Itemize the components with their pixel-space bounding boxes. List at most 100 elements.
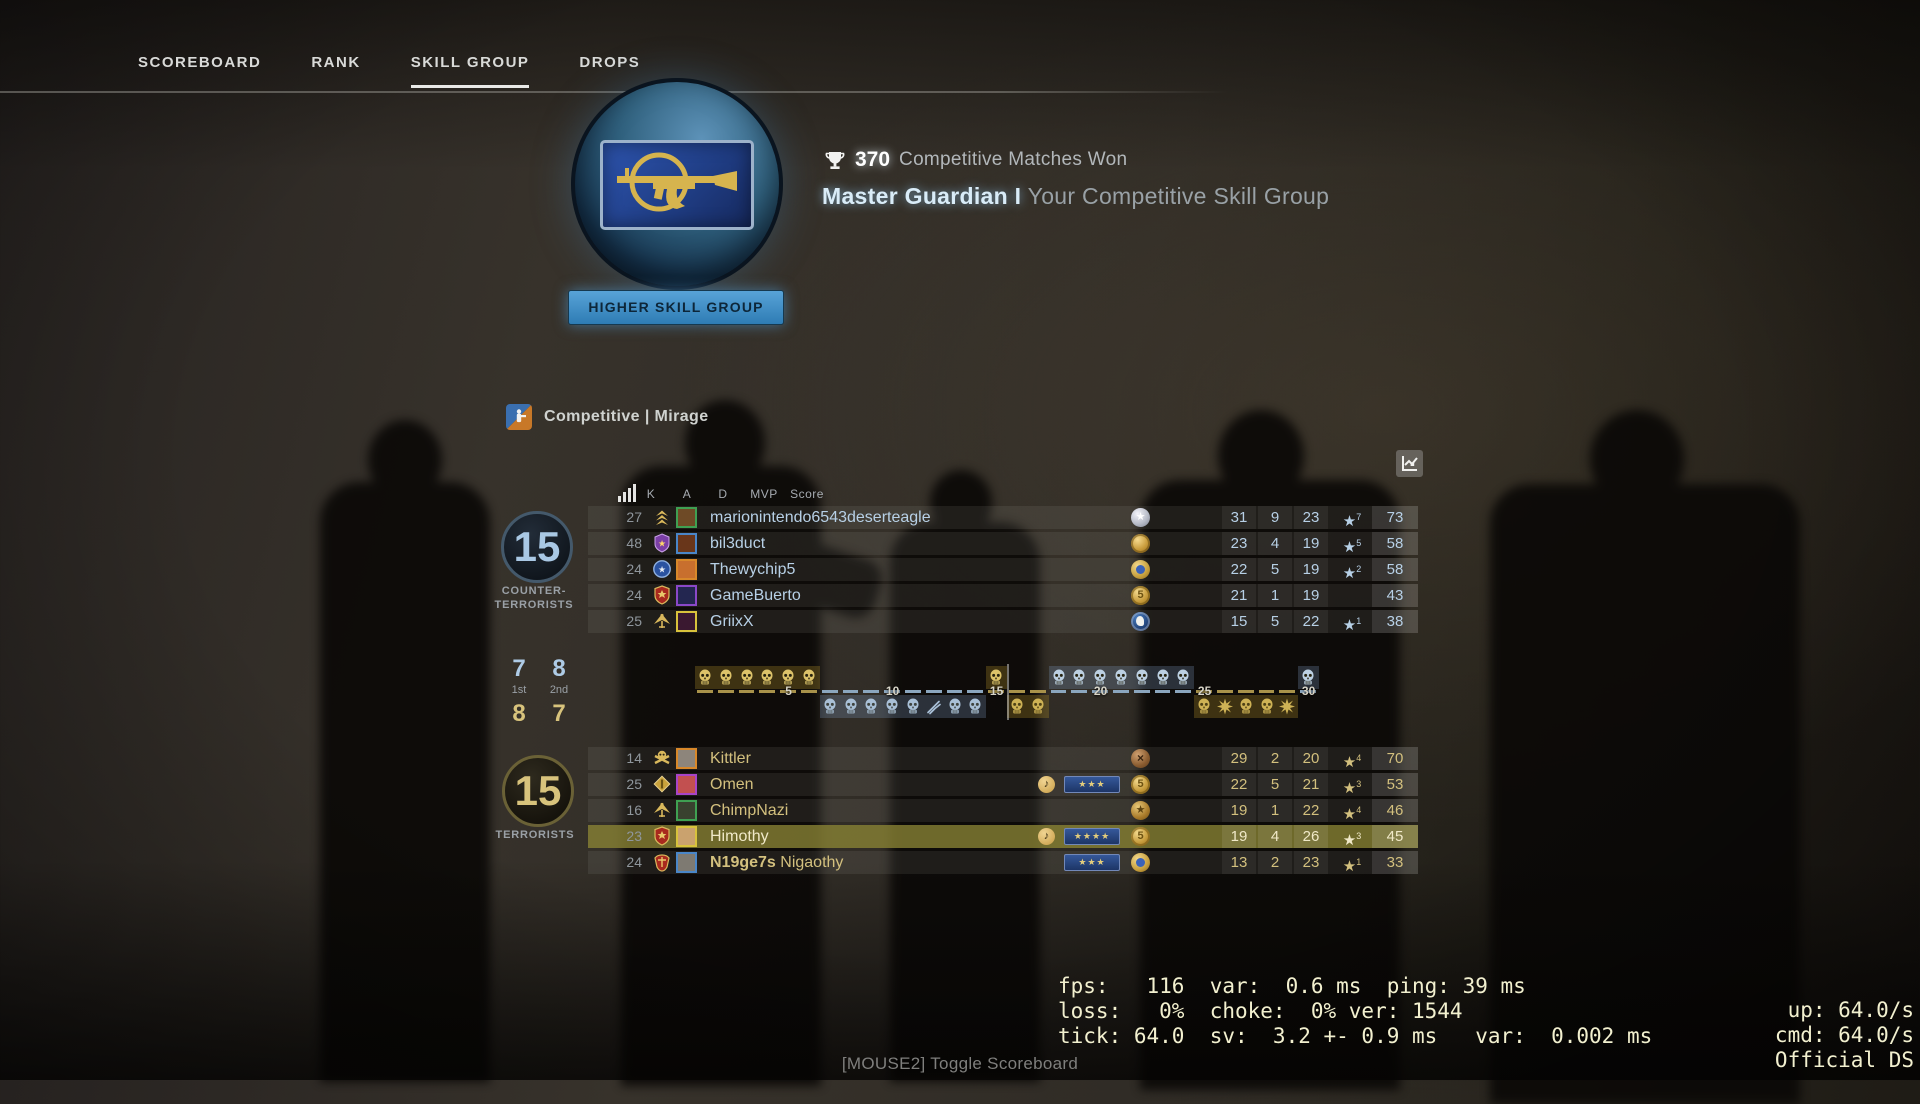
round-tick-label: 30 bbox=[1301, 684, 1316, 698]
kills-value: 31 bbox=[1222, 506, 1256, 529]
round-tick-label: 10 bbox=[885, 684, 900, 698]
mvp-stars: ★1 bbox=[1342, 616, 1362, 634]
ct-score: 15 bbox=[513, 523, 561, 570]
skill-emblem-icon bbox=[652, 826, 672, 846]
score-value: 45 bbox=[1372, 825, 1418, 848]
player-row-chimpnazi[interactable]: 16 ChimpNazi ★ 19 1 22 ★4 46 bbox=[588, 799, 1418, 823]
assists-value: 1 bbox=[1258, 799, 1292, 822]
avatar bbox=[676, 852, 697, 873]
round-14-result-icon bbox=[965, 666, 986, 718]
mvp-stars: ★4 bbox=[1342, 805, 1362, 823]
matches-won-label: Competitive Matches Won bbox=[899, 149, 1128, 170]
kills-value: 22 bbox=[1222, 558, 1256, 581]
tab-rank[interactable]: RANK bbox=[311, 54, 361, 71]
skill-emblem-icon bbox=[652, 748, 672, 768]
first-half-label: 1st bbox=[511, 684, 527, 696]
deaths-value: 26 bbox=[1294, 825, 1328, 848]
kills-value: 23 bbox=[1222, 532, 1256, 555]
avatar bbox=[676, 748, 697, 769]
skill-emblem-icon: ★ bbox=[652, 559, 672, 579]
assists-value: 5 bbox=[1258, 773, 1292, 796]
player-row-bil3duct[interactable]: 48 ★ bil3duct 23 4 19 ★5 58 bbox=[588, 532, 1418, 556]
round-tick-label: 15 bbox=[989, 684, 1004, 698]
medal-icon: 5 bbox=[1131, 827, 1150, 846]
round-3-result-icon bbox=[736, 666, 758, 718]
medal-icon bbox=[1131, 612, 1150, 631]
bottom-shade bbox=[0, 860, 1920, 1080]
column-header-score: Score bbox=[790, 487, 824, 501]
rank-emblem-icon: ★★★★ bbox=[1064, 828, 1120, 845]
svg-text:★: ★ bbox=[658, 565, 666, 575]
skill-emblem-icon bbox=[652, 800, 672, 820]
half-time-divider bbox=[1007, 664, 1009, 720]
higher-skill-group-button[interactable]: HIGHER SKILL GROUP bbox=[568, 290, 784, 325]
score-value: 33 bbox=[1372, 851, 1418, 874]
player-row-thewychip5[interactable]: 24 ★ Thewychip5 22 5 19 ★2 58 bbox=[588, 558, 1418, 582]
player-row-griixx[interactable]: 25 GriixX 15 5 22 ★1 38 bbox=[588, 610, 1418, 634]
match-mode-label: Competitive | Mirage bbox=[544, 408, 709, 425]
player-name: N19ge7s Nigaothy bbox=[710, 854, 844, 871]
player-row-marionintendo6543deserteagle[interactable]: 27 marionintendo6543deserteagle ★ 31 9 23 ★7 73 bbox=[588, 506, 1418, 530]
player-name: Omen bbox=[710, 776, 754, 793]
score-value: 43 bbox=[1372, 584, 1418, 607]
round-tick-label: 5 bbox=[785, 684, 792, 698]
skill-group-name: Master Guardian I bbox=[822, 183, 1022, 209]
round-16-result-icon bbox=[1006, 666, 1028, 718]
deaths-value: 19 bbox=[1294, 584, 1328, 607]
skill-emblem-icon bbox=[652, 774, 672, 794]
round-18-result-icon bbox=[1048, 666, 1070, 718]
score-value: 58 bbox=[1372, 558, 1418, 581]
column-header-mvp: MVP bbox=[750, 487, 778, 501]
medal-icon bbox=[1131, 560, 1150, 579]
round-15-result-icon bbox=[986, 666, 1007, 718]
top-nav: SCOREBOARD RANK SKILL GROUP DROPS bbox=[138, 54, 640, 88]
ping-value: 23 bbox=[626, 828, 642, 844]
round-30-result-icon bbox=[1298, 666, 1319, 718]
avatar bbox=[676, 585, 697, 606]
round-tick-label: 25 bbox=[1197, 684, 1212, 698]
ct-team-label: COUNTER- bbox=[501, 585, 567, 597]
ping-value: 25 bbox=[626, 776, 642, 792]
mvp-stars: ★4 bbox=[1342, 753, 1362, 771]
round-27-result-icon bbox=[1235, 666, 1257, 718]
deaths-value: 19 bbox=[1294, 532, 1328, 555]
round-2-result-icon bbox=[715, 666, 737, 718]
ping-value: 24 bbox=[626, 561, 642, 577]
round-tick-label: 20 bbox=[1093, 684, 1108, 698]
tab-skill-group[interactable]: SKILL GROUP bbox=[410, 54, 530, 88]
ping-value: 16 bbox=[626, 802, 642, 818]
round-21-result-icon bbox=[1110, 666, 1132, 718]
music-kit-icon: ♪ bbox=[1038, 776, 1055, 793]
kills-value: 13 bbox=[1222, 851, 1256, 874]
netgraph-line3-right: Official DS bbox=[1774, 1048, 1914, 1072]
net-graph: fps: 116 var: 0.6 ms ping: 39 ms up: 64.… bbox=[1050, 950, 1916, 1072]
avatar bbox=[676, 611, 697, 632]
deaths-value: 20 bbox=[1294, 747, 1328, 770]
assists-value: 2 bbox=[1258, 851, 1292, 874]
player-name: GriixX bbox=[710, 613, 754, 630]
column-header-assists: A bbox=[682, 487, 692, 501]
tab-scoreboard[interactable]: SCOREBOARD bbox=[138, 54, 262, 71]
tab-drops[interactable]: DROPS bbox=[579, 54, 641, 71]
round-29-result-icon bbox=[1277, 666, 1298, 718]
round-5-result-icon bbox=[778, 666, 799, 718]
t-score-badge: 15 bbox=[502, 755, 574, 827]
avatar bbox=[676, 826, 697, 847]
player-row-kittler[interactable]: 14 Kittler × 29 2 20 ★4 70 bbox=[588, 747, 1418, 771]
player-row-gamebuerto[interactable]: 24 GameBuerto 5 21 1 19 43 bbox=[588, 584, 1418, 607]
skill-emblem-icon bbox=[652, 585, 672, 605]
net-graph-toggle-icon[interactable] bbox=[1396, 450, 1423, 477]
mvp-stars: ★3 bbox=[1342, 779, 1362, 797]
mvp-stars: ★2 bbox=[1342, 564, 1362, 582]
toggle-scoreboard-hint: [MOUSE2] Toggle Scoreboard bbox=[841, 1054, 1079, 1073]
player-row-omen[interactable]: 25 Omen ♪ ★★★ 5 22 5 21 ★3 53 bbox=[588, 773, 1418, 797]
trophy-icon bbox=[824, 149, 846, 171]
player-row-n19ge7s-nigaothy[interactable]: 24 N19ge7s Nigaothy ★★★ 13 2 23 ★1 33 bbox=[588, 851, 1418, 875]
skill-group-suffix: Your Competitive Skill Group bbox=[1027, 183, 1330, 209]
t-second-half-score: 7 bbox=[552, 700, 566, 727]
round-20-result-icon bbox=[1090, 666, 1111, 718]
column-header-deaths: D bbox=[718, 487, 728, 501]
player-row-himothy[interactable]: 23 Himothy ♪ ★★★★ 5 19 4 26 ★3 45 bbox=[588, 825, 1418, 849]
netgraph-line2-left: loss: 0% choke: 0% ver: 1544 bbox=[1058, 999, 1463, 1023]
kills-value: 19 bbox=[1222, 825, 1256, 848]
